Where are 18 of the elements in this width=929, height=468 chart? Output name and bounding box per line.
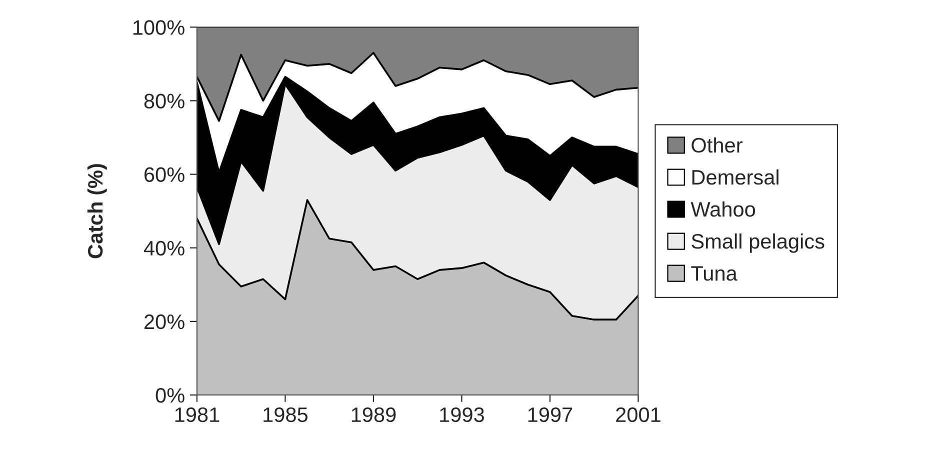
y-tick-label: 100% (133, 20, 184, 35)
x-tick-label: 1985 (264, 407, 308, 422)
legend-label: Wahoo (690, 201, 756, 217)
y-tick-label: 60% (144, 167, 184, 182)
y-tick-label: 20% (144, 314, 184, 330)
y-axis-title: Catch (%) (87, 164, 107, 258)
y-tick-label: 0% (156, 388, 184, 403)
legend-label: Demersal (692, 169, 778, 185)
y-tick-label: 40% (144, 240, 184, 256)
y-tick-label: 80% (144, 94, 184, 108)
x-tick-label: 1981 (175, 407, 220, 422)
legend-label: Other (692, 137, 742, 153)
x-tick-label: 1989 (352, 407, 396, 422)
x-tick-label: 1993 (440, 407, 484, 422)
legend-label: Tuna (691, 266, 738, 281)
legend-label: Small pelagics (692, 233, 824, 253)
x-tick-label: 2001 (616, 407, 660, 422)
x-tick-label: 1997 (528, 407, 572, 422)
